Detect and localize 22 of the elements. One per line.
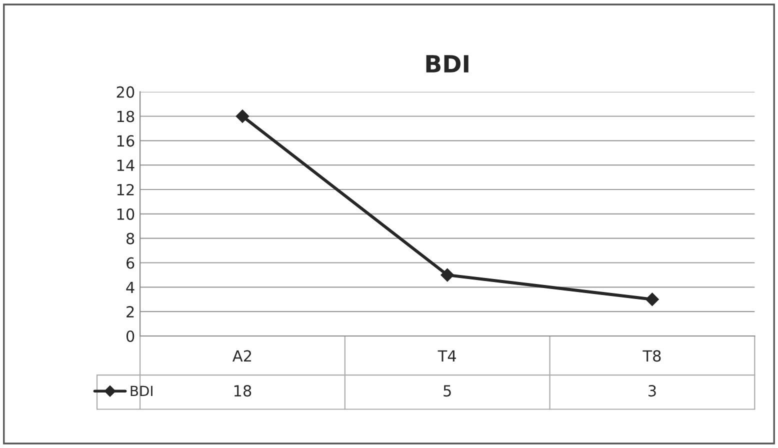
data-label: 3 [648, 385, 656, 397]
y-tick-label: 18 [117, 110, 134, 122]
point [236, 110, 250, 123]
y-tick-label: 6 [126, 257, 134, 269]
y-tick-label: 12 [117, 184, 134, 196]
y-tick-label: 2 [126, 306, 134, 318]
chart-title: BDI [426, 55, 468, 72]
y-tick-label: 4 [126, 282, 134, 293]
point [646, 292, 659, 306]
y-tick-label: 8 [126, 232, 134, 244]
x-tick-label: T4 [438, 350, 456, 362]
x-tick-label: T8 [642, 350, 661, 362]
legend-label: BDI [130, 386, 152, 396]
y-tick-label: 14 [117, 160, 134, 171]
y-tick-label: 0 [126, 330, 134, 342]
data-label: 5 [444, 385, 451, 397]
y-tick-label: 10 [117, 208, 134, 220]
x-tick-label: A2 [232, 350, 252, 362]
point [440, 268, 454, 282]
y-tick-label: 20 [116, 86, 134, 98]
data-label: 18 [234, 385, 252, 397]
y-tick-label: 16 [117, 135, 134, 147]
